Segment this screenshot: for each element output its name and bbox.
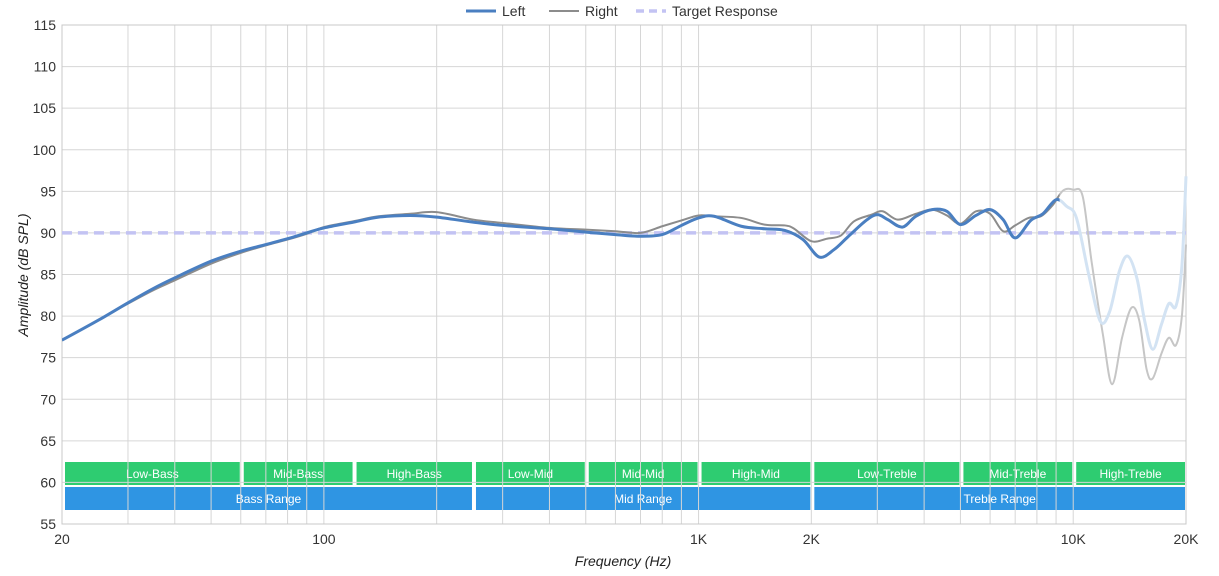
legend-label-left: Left [502,3,525,19]
series-line-right [62,192,1060,342]
legend-item-right[interactable]: Right [549,3,618,19]
range-band-label: High-Treble [1099,467,1162,481]
y-tick-label: 85 [40,267,56,283]
y-tick-label: 105 [33,100,57,116]
y-tick-label: 65 [40,433,56,449]
range-band-label: Low-Bass [126,467,179,481]
y-tick-label: 75 [40,350,56,366]
series-line-left [62,197,1060,342]
range-band [65,487,472,510]
legend-label-right: Right [585,3,618,19]
range-band-label: Low-Treble [857,467,917,481]
range-band [814,462,960,485]
range-band [65,462,240,485]
series-lines [61,176,1188,386]
y-tick-label: 55 [40,516,56,532]
range-band-label: High-Mid [732,467,780,481]
legend[interactable]: Left Right Target Response [466,3,778,19]
grid [61,24,1187,525]
range-band-label: Mid-Treble [989,467,1046,481]
range-band-label: High-Bass [387,467,442,481]
range-band-label: Mid-Bass [273,467,323,481]
x-axis-title: Frequency (Hz) [575,553,671,569]
range-band [243,462,353,485]
y-tick-label: 110 [34,59,57,75]
y-tick-label: 100 [33,142,57,158]
range-band-label: Mid Range [614,492,672,506]
x-tick-label: 20 [54,531,70,547]
range-band [588,462,698,485]
y-axis-title: Amplitude (dB SPL) [15,214,31,338]
x-tick-label: 20K [1174,531,1200,547]
range-band [475,462,585,485]
plot-frame [61,24,1187,525]
y-tick-label: 60 [40,474,56,490]
y-tick-label: 80 [40,308,56,324]
range-band [814,487,1185,510]
y-tick-label: 90 [40,225,56,241]
series-line-right-extended [1059,187,1187,386]
range-band-label: Treble Range [964,492,1037,506]
x-tick-label: 100 [312,531,336,547]
range-band [701,462,811,485]
legend-item-target-response[interactable]: Target Response [636,3,778,19]
range-band-label: Low-Mid [508,467,553,481]
range-band-label: Bass Range [236,492,302,506]
range-bands: Low-Bass Mid-Bass High-Bass Low-Mid Mid-Mid H… [65,462,1185,510]
range-band-label: Mid-Mid [622,467,665,481]
x-tick-label: 10K [1061,531,1087,547]
x-tick-label: 2K [803,531,821,547]
y-tick-label: 95 [40,183,56,199]
axes: 55 60 65 70 75 80 85 90 95 100 105 110 115 20 100 1K 2K 1… [33,17,1199,547]
x-tick-label: 1K [690,531,708,547]
range-band [1076,462,1185,485]
range-band [963,462,1073,485]
series-line-left-extended [1059,176,1188,351]
y-tick-label: 115 [34,17,57,33]
range-band [356,462,472,485]
y-tick-label: 70 [40,391,56,407]
range-band [475,487,811,510]
legend-item-left[interactable]: Left [466,3,525,19]
legend-label-target-response: Target Response [672,3,778,19]
